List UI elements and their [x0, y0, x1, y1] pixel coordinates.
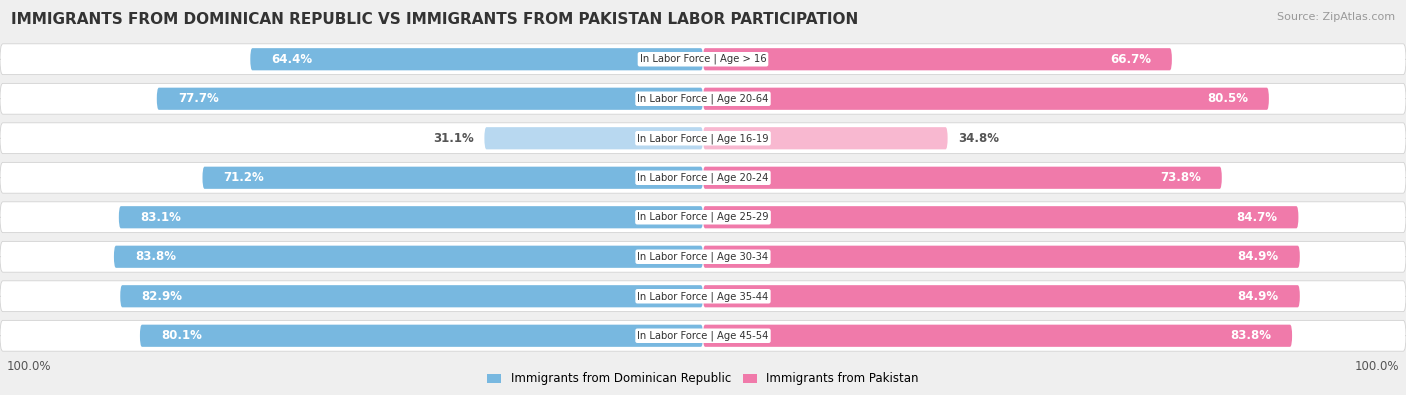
Text: IMMIGRANTS FROM DOMINICAN REPUBLIC VS IMMIGRANTS FROM PAKISTAN LABOR PARTICIPATI: IMMIGRANTS FROM DOMINICAN REPUBLIC VS IM… [11, 12, 859, 27]
FancyBboxPatch shape [484, 127, 703, 149]
Legend: Immigrants from Dominican Republic, Immigrants from Pakistan: Immigrants from Dominican Republic, Immi… [486, 372, 920, 385]
Text: Source: ZipAtlas.com: Source: ZipAtlas.com [1277, 12, 1395, 22]
FancyBboxPatch shape [0, 241, 1406, 272]
Text: 84.7%: 84.7% [1236, 211, 1278, 224]
FancyBboxPatch shape [250, 48, 703, 70]
FancyBboxPatch shape [114, 246, 703, 268]
FancyBboxPatch shape [120, 285, 703, 307]
Text: In Labor Force | Age > 16: In Labor Force | Age > 16 [640, 54, 766, 64]
FancyBboxPatch shape [703, 127, 948, 149]
FancyBboxPatch shape [0, 281, 1406, 312]
Text: 84.9%: 84.9% [1237, 290, 1279, 303]
FancyBboxPatch shape [0, 162, 1406, 193]
Text: 77.7%: 77.7% [177, 92, 218, 105]
FancyBboxPatch shape [0, 44, 1406, 75]
Text: 31.1%: 31.1% [433, 132, 474, 145]
Text: 64.4%: 64.4% [271, 53, 312, 66]
FancyBboxPatch shape [0, 83, 1406, 114]
FancyBboxPatch shape [703, 285, 1301, 307]
Text: 83.8%: 83.8% [135, 250, 176, 263]
Text: 84.9%: 84.9% [1237, 250, 1279, 263]
FancyBboxPatch shape [703, 48, 1173, 70]
Text: 83.8%: 83.8% [1230, 329, 1271, 342]
FancyBboxPatch shape [703, 167, 1222, 189]
FancyBboxPatch shape [0, 320, 1406, 351]
Text: In Labor Force | Age 20-64: In Labor Force | Age 20-64 [637, 94, 769, 104]
Text: 34.8%: 34.8% [959, 132, 1000, 145]
FancyBboxPatch shape [157, 88, 703, 110]
FancyBboxPatch shape [141, 325, 703, 347]
FancyBboxPatch shape [202, 167, 703, 189]
FancyBboxPatch shape [703, 206, 1299, 228]
Text: 100.0%: 100.0% [1354, 360, 1399, 373]
Text: In Labor Force | Age 16-19: In Labor Force | Age 16-19 [637, 133, 769, 143]
FancyBboxPatch shape [0, 202, 1406, 233]
FancyBboxPatch shape [703, 88, 1268, 110]
Text: 73.8%: 73.8% [1160, 171, 1201, 184]
Text: 80.1%: 80.1% [160, 329, 202, 342]
Text: 66.7%: 66.7% [1109, 53, 1152, 66]
FancyBboxPatch shape [703, 325, 1292, 347]
Text: 80.5%: 80.5% [1206, 92, 1249, 105]
Text: 100.0%: 100.0% [7, 360, 52, 373]
Text: In Labor Force | Age 35-44: In Labor Force | Age 35-44 [637, 291, 769, 301]
Text: 83.1%: 83.1% [141, 211, 181, 224]
Text: 71.2%: 71.2% [224, 171, 264, 184]
Text: In Labor Force | Age 20-24: In Labor Force | Age 20-24 [637, 173, 769, 183]
Text: In Labor Force | Age 45-54: In Labor Force | Age 45-54 [637, 331, 769, 341]
FancyBboxPatch shape [703, 246, 1301, 268]
Text: 82.9%: 82.9% [141, 290, 183, 303]
FancyBboxPatch shape [120, 206, 703, 228]
FancyBboxPatch shape [0, 123, 1406, 154]
Text: In Labor Force | Age 25-29: In Labor Force | Age 25-29 [637, 212, 769, 222]
Text: In Labor Force | Age 30-34: In Labor Force | Age 30-34 [637, 252, 769, 262]
